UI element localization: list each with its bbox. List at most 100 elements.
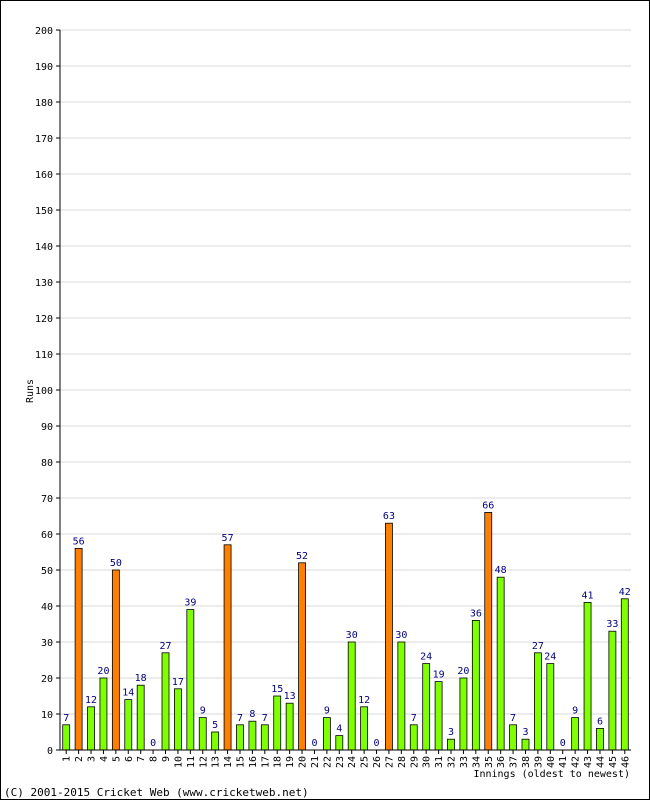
bar — [248, 720, 257, 751]
x-axis-label: Innings (oldest to newest) — [473, 769, 630, 780]
x-tick-label: 31 — [434, 756, 445, 768]
data-label: 20 — [457, 666, 469, 677]
y-tick-label: 50 — [41, 566, 53, 577]
x-tick-label: 21 — [310, 756, 321, 768]
bar — [87, 706, 95, 751]
data-label: 12 — [85, 695, 97, 706]
bar — [360, 706, 369, 751]
y-tick-label: 20 — [41, 674, 53, 685]
x-tick-label: 25 — [360, 756, 371, 768]
bar — [335, 735, 344, 751]
data-label: 19 — [433, 670, 445, 681]
data-label: 24 — [420, 652, 432, 663]
data-label: 52 — [296, 551, 308, 562]
x-tick-label: 24 — [347, 756, 358, 768]
bar — [161, 652, 170, 751]
y-tick-label: 120 — [35, 314, 53, 325]
bar — [347, 641, 356, 751]
bar — [99, 677, 108, 751]
y-axis-label: Runs — [25, 379, 36, 403]
data-label: 9 — [324, 706, 330, 717]
data-label: 33 — [606, 619, 618, 630]
data-label: 13 — [284, 691, 296, 702]
y-tick-label: 190 — [35, 62, 53, 73]
bar — [198, 717, 207, 751]
x-tick-label: 22 — [322, 756, 333, 768]
y-tick-label: 30 — [41, 638, 53, 649]
x-tick-label: 28 — [397, 756, 408, 768]
x-tick-label: 40 — [546, 756, 557, 768]
bar — [459, 677, 468, 751]
data-label: 7 — [63, 713, 69, 724]
data-label: 18 — [135, 673, 147, 684]
bar — [322, 717, 331, 751]
data-label: 66 — [482, 500, 494, 511]
y-tick-label: 150 — [35, 206, 53, 217]
x-tick-label: 13 — [211, 756, 222, 768]
x-tick-label: 15 — [235, 756, 246, 768]
bar — [62, 724, 71, 751]
data-label: 9 — [200, 706, 206, 717]
y-tick-label: 110 — [35, 350, 53, 361]
bar — [434, 681, 443, 751]
x-tick-label: 10 — [173, 756, 184, 768]
x-tick-label: 33 — [459, 756, 470, 768]
data-label: 12 — [358, 695, 370, 706]
data-label: 8 — [249, 709, 255, 720]
data-label: 7 — [237, 713, 243, 724]
data-label: 27 — [159, 641, 171, 652]
x-tick-label: 36 — [496, 756, 507, 768]
data-label: 30 — [346, 630, 358, 641]
y-tick-label: 160 — [35, 170, 53, 181]
bar — [409, 724, 418, 751]
data-label: 24 — [544, 652, 556, 663]
x-tick-label: 44 — [595, 756, 606, 768]
bar — [111, 569, 120, 751]
data-label: 27 — [532, 641, 544, 652]
bar — [285, 702, 294, 751]
data-label: 48 — [495, 565, 507, 576]
y-tick-label: 10 — [41, 710, 53, 721]
data-label: 7 — [262, 713, 268, 724]
data-label: 14 — [122, 688, 134, 699]
data-label: 63 — [383, 511, 395, 522]
data-label: 3 — [448, 727, 454, 738]
data-label: 0 — [311, 738, 317, 749]
data-label: 0 — [374, 738, 380, 749]
bar — [273, 695, 282, 751]
x-tick-label: 7 — [136, 756, 147, 762]
bars — [62, 512, 629, 751]
data-label: 39 — [184, 598, 196, 609]
data-label: 41 — [582, 590, 594, 601]
x-tick-label: 30 — [422, 756, 433, 768]
bar — [136, 684, 145, 751]
bar — [484, 512, 493, 751]
x-tick-label: 17 — [260, 756, 271, 768]
bar — [447, 738, 455, 751]
bar — [397, 641, 406, 751]
bar — [236, 724, 244, 751]
data-label: 7 — [510, 713, 516, 724]
x-tick-label: 1 — [62, 756, 73, 762]
y-tick-label: 40 — [41, 602, 53, 613]
y-tick-label: 140 — [35, 242, 53, 253]
bar — [298, 562, 306, 751]
y-tick-label: 180 — [35, 98, 53, 109]
x-tick-label: 6 — [124, 756, 135, 762]
x-tick-label: 12 — [198, 756, 209, 768]
x-tick-label: 39 — [533, 756, 544, 768]
data-label: 3 — [522, 727, 528, 738]
x-tick-label: 32 — [447, 756, 458, 768]
x-tick-label: 9 — [161, 756, 172, 762]
y-tick-label: 0 — [47, 746, 53, 757]
x-tick-label: 3 — [87, 756, 98, 762]
y-tick-label: 100 — [35, 386, 53, 397]
bar — [223, 544, 232, 751]
x-tick-label: 35 — [484, 756, 495, 768]
bar — [422, 663, 431, 751]
x-tick-label: 27 — [384, 756, 395, 768]
bar — [186, 609, 195, 751]
y-tick-label: 170 — [35, 134, 53, 145]
